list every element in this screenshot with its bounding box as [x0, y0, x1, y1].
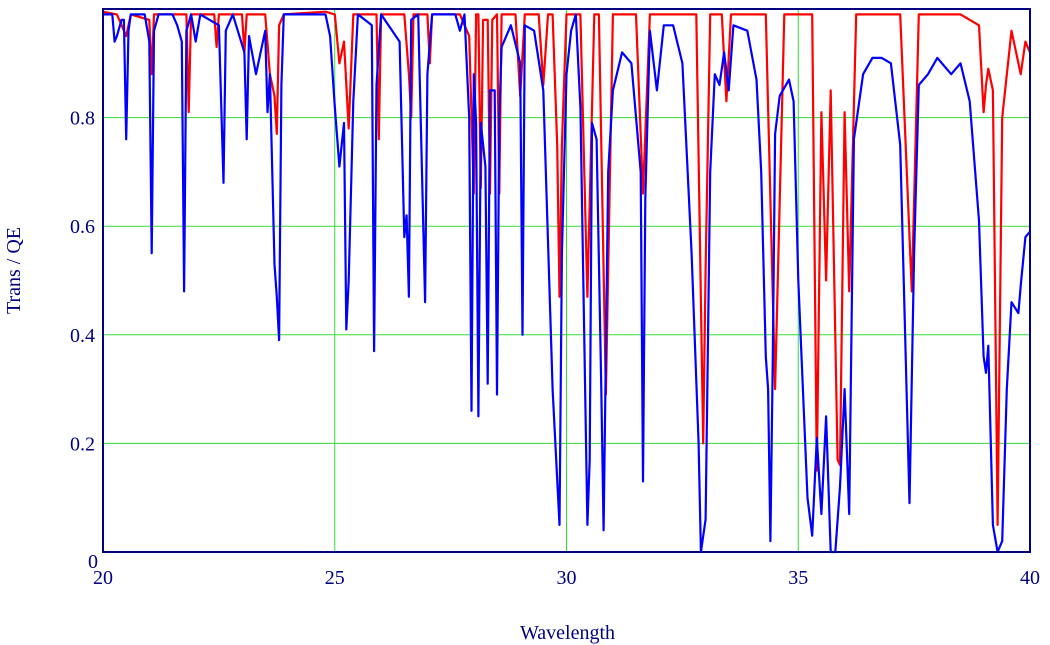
series-line-blue: [103, 13, 1031, 554]
x-axis-title: Wavelength: [520, 622, 615, 644]
plot-frame: [102, 8, 1031, 553]
plot-series: [102, 10, 1032, 554]
y-tick-label: 0.2: [70, 433, 95, 455]
y-axis-title: Trans / QE: [3, 227, 25, 314]
x-tick-label: 40: [1020, 567, 1040, 589]
y-tick-label: 0.8: [70, 108, 95, 130]
x-tick-label: 20: [93, 567, 113, 589]
y-tick-label: 0.4: [70, 325, 95, 347]
series-line-red: [102, 10, 1032, 527]
x-tick-label: 25: [325, 567, 345, 589]
x-tick-label: 35: [788, 567, 808, 589]
tick-labels: 20 25 30 35 40 0 0.2 0.4 0.6 0.8: [70, 108, 1040, 589]
y-tick-label: 0.6: [70, 216, 95, 238]
y-tick-label: 0: [88, 551, 98, 573]
x-tick-label: 30: [557, 567, 577, 589]
